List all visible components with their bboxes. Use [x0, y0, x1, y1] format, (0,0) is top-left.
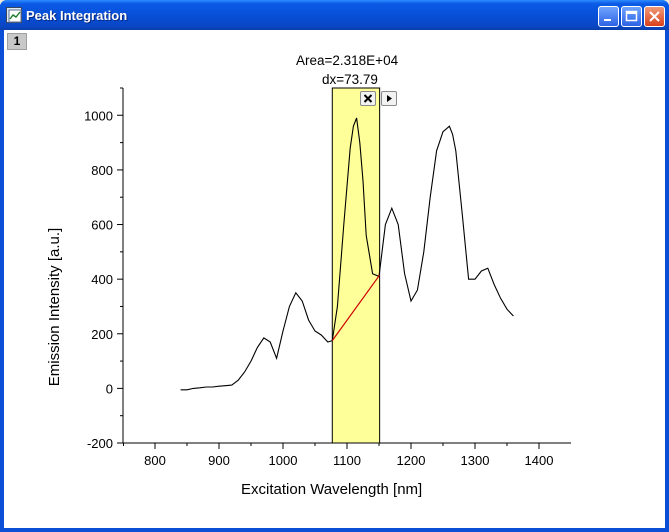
- area-label: Area=2.318E+04: [296, 53, 399, 68]
- integration-region: [331, 87, 381, 444]
- integration-baseline: [331, 274, 381, 341]
- graph-area: 1 800 900 1000 1100 1200 1300 1400 -200 0 200 400 6…: [4, 30, 665, 528]
- y-tick-label: 400: [91, 272, 113, 287]
- chart: 800 900 1000 1100 1200 1300 1400 -200 0 200 400 600…: [84, 87, 571, 468]
- maximize-icon: [626, 11, 637, 14]
- x-tick-label: 800: [144, 453, 166, 468]
- series-line: [180, 117, 514, 391]
- close-integration-button[interactable]: [360, 91, 376, 106]
- x-tick-label: 900: [208, 453, 230, 468]
- close-button[interactable]: [644, 6, 665, 27]
- minimize-icon: [604, 19, 611, 21]
- x-axis-label: Excitation Wavelength [nm]: [241, 481, 423, 498]
- dx-label: dx=73.79: [322, 72, 378, 87]
- integration-menu-button[interactable]: [381, 91, 397, 106]
- x-tick-label: 1300: [461, 453, 490, 468]
- maximize-button[interactable]: [621, 6, 642, 27]
- y-axis-label: Emission Intensity [a.u.]: [46, 227, 63, 387]
- x-tick-label: 1200: [397, 453, 426, 468]
- y-tick-label: 800: [91, 163, 113, 178]
- close-icon: [363, 94, 373, 103]
- y-tick-label: 600: [91, 218, 113, 233]
- x-tick-label: 1000: [269, 453, 298, 468]
- minimize-button[interactable]: [598, 6, 619, 27]
- layer-tab[interactable]: 1: [7, 33, 27, 50]
- graph-window-icon: [6, 7, 22, 23]
- x-tick-label: 1400: [525, 453, 554, 468]
- y-tick-label: 1000: [84, 108, 113, 123]
- y-tick-label: -200: [87, 436, 113, 451]
- window-title: Peak Integration: [26, 8, 128, 23]
- play-arrow-icon: [387, 95, 392, 102]
- y-tick-label: 200: [91, 327, 113, 342]
- title-bar[interactable]: Peak Integration: [0, 0, 669, 30]
- y-tick-label: 0: [106, 381, 113, 396]
- close-icon: [649, 11, 660, 22]
- x-tick-label: 1100: [333, 453, 361, 468]
